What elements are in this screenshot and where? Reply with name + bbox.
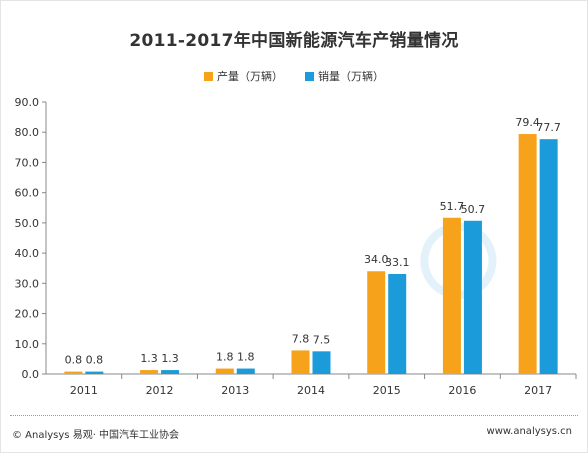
y-tick-label: 90.0 [15,96,40,109]
y-tick-label: 40.0 [15,247,40,260]
legend-item-production: 产量（万辆） [204,68,283,84]
footer-website: www.analysys.cn [486,426,572,437]
bar-production-2015 [367,271,386,374]
x-tick-label: 2016 [448,384,476,397]
data-label-production-2016: 51.7 [440,200,465,213]
bar-production-2013 [215,368,234,374]
x-tick-label: 2014 [297,384,325,397]
data-label-sales-2011: 0.8 [86,354,104,367]
legend-item-sales: 销量（万辆） [305,68,384,84]
bar-production-2012 [140,370,159,374]
bar-sales-2014 [312,351,331,374]
footer-divider [10,415,578,416]
y-tick-label: 10.0 [15,338,40,351]
data-label-production-2011: 0.8 [65,354,83,367]
bar-production-2014 [291,350,310,374]
x-tick-label: 2017 [524,384,552,397]
legend-label-sales: 销量（万辆） [318,70,384,83]
data-label-production-2017: 79.4 [515,116,540,129]
bar-sales-2016 [463,220,482,374]
y-tick-label: 80.0 [15,126,40,139]
bar-sales-2013 [236,368,255,374]
y-tick-label: 60.0 [15,187,40,200]
data-label-sales-2016: 50.7 [461,203,486,216]
data-label-production-2015: 34.0 [364,253,389,266]
legend-swatch-production [204,71,213,81]
y-tick-label: 50.0 [15,217,40,230]
chart-legend: 产量（万辆） 销量（万辆） [0,68,588,84]
bar-production-2016 [442,217,461,374]
x-tick-label: 2012 [146,384,174,397]
legend-swatch-sales [305,71,314,81]
bar-production-2017 [518,134,537,374]
x-tick-label: 2013 [221,384,249,397]
data-label-production-2013: 1.8 [216,351,234,364]
bar-sales-2015 [388,273,407,374]
data-label-sales-2013: 1.8 [237,351,255,364]
x-tick-label: 2015 [373,384,401,397]
chart-title: 2011-2017年中国新能源汽车产销量情况 [129,31,459,51]
data-label-sales-2014: 7.5 [313,333,331,346]
bar-production-2011 [64,371,83,374]
y-tick-label: 20.0 [15,308,40,321]
bar-sales-2012 [161,370,180,374]
legend-label-production: 产量（万辆） [217,70,283,83]
y-tick-label: 70.0 [15,156,40,169]
data-label-production-2014: 7.8 [292,332,310,345]
bar-sales-2011 [85,371,104,374]
data-label-sales-2012: 1.3 [161,352,179,365]
data-label-production-2012: 1.3 [140,352,158,365]
y-tick-label: 0.0 [22,368,40,381]
y-tick-label: 30.0 [15,277,40,290]
bar-sales-2017 [539,139,558,374]
data-label-sales-2015: 33.1 [385,256,410,269]
data-label-sales-2017: 77.7 [536,121,561,134]
x-tick-label: 2011 [70,384,98,397]
footer-source: © Analysys 易观· 中国汽车工业协会 [12,430,180,441]
